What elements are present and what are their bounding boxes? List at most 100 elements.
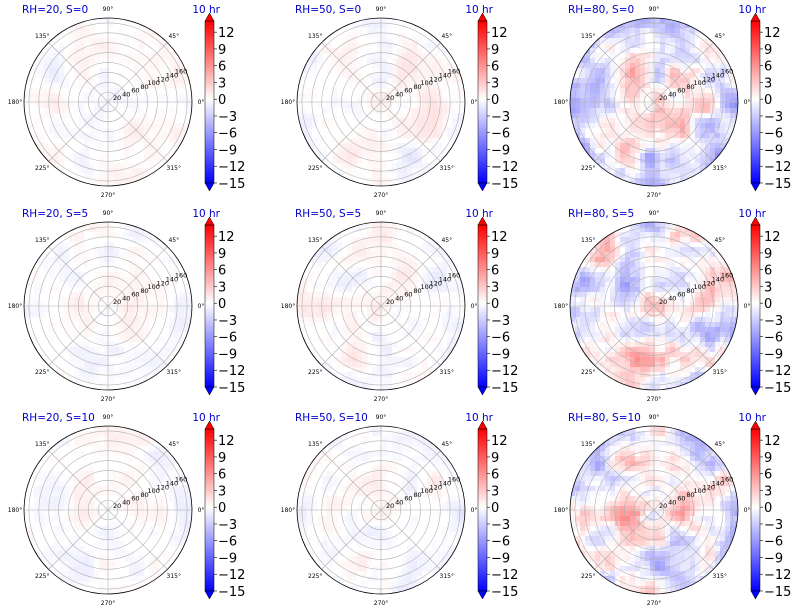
colorbar-tick-label: −12 (764, 568, 791, 583)
angle-tick-label: 45° (714, 441, 725, 448)
polar-panel: 0°45°90°135°180°225°270°315°20 40 60 801001… (554, 208, 792, 403)
radial-tick-label: 60 (404, 87, 412, 95)
polar-frame (569, 17, 739, 187)
angle-tick-label: 180° (8, 303, 22, 310)
radial-tick-label: 140 (712, 480, 724, 488)
colorbar-tick-label: −15 (764, 381, 791, 396)
colorbar-tick-label: 9 (491, 451, 499, 466)
colorbar-gradient (750, 20, 761, 184)
radial-tick-label: 40 (395, 294, 403, 302)
angular-gridline (380, 246, 441, 307)
colorbar-tick-label: 12 (764, 230, 781, 245)
angular-gridline (594, 42, 655, 103)
heatmap-field (297, 426, 465, 594)
angle-tick-label: 225° (308, 573, 322, 580)
radial-tick-label: 60 (131, 87, 139, 95)
colorbar-tick-label: −12 (218, 568, 245, 583)
radial-tick-label: 100 (420, 487, 432, 495)
radial-tick-label: 80 (686, 83, 694, 91)
angle-tick-label: 180° (281, 507, 295, 514)
angle-tick-label: 0° (744, 507, 751, 514)
colorbar-tick-label: 12 (764, 26, 781, 41)
angle-tick-label: 270° (647, 192, 661, 199)
panel-time-label: 10 hr (192, 208, 220, 220)
angular-gridline (653, 42, 714, 103)
colorbar-tick-label: 6 (764, 60, 772, 75)
radial-tick-label: 80 (140, 491, 148, 499)
radial-tick-label: 20 (386, 94, 394, 102)
colorbar-extend-min (750, 182, 761, 192)
colorbar-extend-max (477, 216, 488, 226)
angular-gridline (48, 42, 109, 103)
colorbar-extend-min (750, 590, 761, 600)
polar-frame (569, 425, 739, 595)
colorbar-tick-label: −12 (491, 568, 518, 583)
radial-tick-label: 20 (113, 502, 121, 510)
angular-gridline (380, 450, 441, 511)
radial-tick-label: 80 (686, 287, 694, 295)
angle-tick-label: 135° (581, 33, 595, 40)
colorbar-tick-label: 6 (218, 264, 226, 279)
colorbar-tick-label: −6 (218, 535, 237, 550)
colorbar-tick-label: −15 (491, 177, 518, 192)
angle-tick-label: 0° (198, 99, 205, 106)
colorbar-tick-label: 12 (491, 230, 508, 245)
colorbar-tick-label: −9 (764, 143, 783, 158)
panel-title: RH=80, S=10 (568, 412, 641, 424)
radial-tick-label: 140 (166, 72, 178, 80)
angle-tick-label: 315° (713, 573, 727, 580)
radial-tick-label: 120 (157, 75, 169, 83)
colorbar-tick-label: 3 (491, 484, 499, 499)
colorbar-tick-label: 6 (218, 60, 226, 75)
angular-gridline (653, 450, 714, 511)
angle-tick-label: 225° (35, 573, 49, 580)
angle-tick-label: 225° (581, 369, 595, 376)
panel-title: RH=20, S=5 (22, 208, 88, 220)
colorbar-tick-label: 3 (491, 76, 499, 91)
polar-frame (569, 221, 739, 391)
colorbar-tick-label: −9 (764, 551, 783, 566)
radial-tick-label: 40 (668, 294, 676, 302)
colorbar-tick-label: −9 (491, 551, 510, 566)
colorbar-tick-label: −12 (491, 160, 518, 175)
radial-tick-label: 160 (721, 272, 733, 280)
angle-tick-label: 0° (471, 507, 478, 514)
radial-tick-label: 120 (430, 279, 442, 287)
angular-gridline (653, 509, 714, 570)
radial-tick-label: 100 (147, 487, 159, 495)
angle-tick-label: 45° (168, 441, 179, 448)
radial-tick-label: 160 (721, 68, 733, 76)
colorbar-tick-label: 6 (764, 264, 772, 279)
polar-frame (296, 221, 466, 391)
polar-frame (23, 425, 193, 595)
colorbar-tick-label: −3 (218, 314, 237, 329)
heatmap-field (24, 18, 192, 186)
colorbar-gradient (477, 224, 488, 388)
colorbar-gradient (477, 20, 488, 184)
colorbar-tick-label: 0 (491, 501, 499, 516)
angle-tick-label: 315° (440, 369, 454, 376)
angle-tick-label: 180° (8, 507, 22, 514)
angle-tick-label: 135° (581, 441, 595, 448)
colorbar-extend-min (204, 182, 215, 192)
colorbar-tick-label: −12 (491, 364, 518, 379)
angular-gridline (653, 246, 714, 307)
angle-tick-label: 225° (35, 369, 49, 376)
colorbar-tick-label: −6 (491, 535, 510, 550)
radial-tick-label: 120 (703, 483, 715, 491)
angle-tick-label: 0° (744, 99, 751, 106)
radial-tick-label: 120 (703, 279, 715, 287)
radial-tick-label: 120 (430, 75, 442, 83)
angle-tick-label: 270° (647, 396, 661, 403)
radial-tick-label: 60 (131, 495, 139, 503)
colorbar-tick-label: −6 (764, 331, 783, 346)
angular-gridline (594, 509, 655, 570)
radial-tick-label: 160 (175, 476, 187, 484)
radial-tick-label: 100 (420, 79, 432, 87)
colorbar: 12 9 63 0 −3 −6−9 −12 −15 (204, 216, 245, 396)
angle-tick-label: 45° (441, 441, 452, 448)
angle-tick-label: 135° (308, 33, 322, 40)
radial-tick-label: 100 (693, 283, 705, 291)
colorbar-gradient (204, 224, 215, 388)
colorbar-tick-label: 3 (218, 76, 226, 91)
